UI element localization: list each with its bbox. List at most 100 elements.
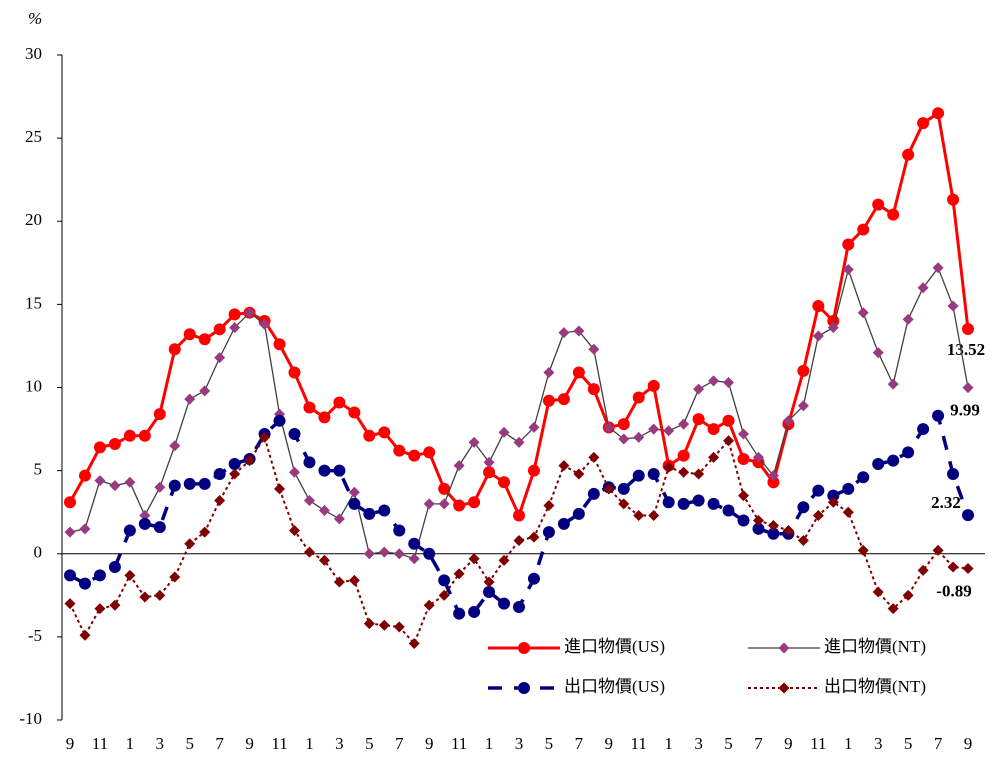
- x-tick-label: 3: [874, 734, 883, 753]
- marker: [723, 435, 735, 447]
- marker: [527, 464, 540, 477]
- marker: [363, 548, 375, 560]
- marker: [408, 449, 421, 462]
- x-tick-label: 5: [904, 734, 913, 753]
- marker: [348, 497, 361, 510]
- x-tick-label: 5: [545, 734, 554, 753]
- legend-item: 進口物價(US): [488, 637, 665, 656]
- marker: [288, 366, 301, 379]
- marker: [752, 522, 765, 535]
- x-tick-label: 7: [934, 734, 943, 753]
- marker: [273, 338, 286, 351]
- x-tick-label: 1: [126, 734, 135, 753]
- marker: [947, 300, 959, 312]
- x-tick-label: 3: [335, 734, 344, 753]
- marker: [198, 333, 211, 346]
- marker: [857, 223, 870, 236]
- marker: [678, 418, 690, 430]
- marker: [108, 438, 121, 451]
- marker: [168, 479, 181, 492]
- marker: [782, 524, 794, 536]
- marker: [348, 486, 360, 498]
- marker: [767, 476, 780, 489]
- marker: [303, 495, 315, 507]
- marker: [228, 457, 241, 470]
- value-label: 13.52: [947, 340, 985, 359]
- x-tick-label: 9: [605, 734, 614, 753]
- x-tick-label: 11: [810, 734, 826, 753]
- marker: [812, 484, 825, 497]
- marker: [842, 506, 854, 518]
- marker: [229, 322, 241, 334]
- marker: [64, 526, 76, 538]
- series: [64, 107, 974, 522]
- value-label: 9.99: [950, 401, 980, 420]
- marker: [737, 452, 750, 465]
- marker: [153, 521, 166, 534]
- marker: [543, 367, 555, 379]
- marker: [932, 409, 945, 422]
- marker: [393, 621, 405, 633]
- legend-label: 出口物價(US): [564, 677, 665, 696]
- marker: [528, 421, 540, 433]
- marker: [587, 487, 600, 500]
- marker: [572, 366, 585, 379]
- x-tick-label: 11: [631, 734, 647, 753]
- marker: [288, 428, 301, 441]
- marker: [857, 471, 870, 484]
- marker: [632, 391, 645, 404]
- marker: [797, 364, 810, 377]
- marker: [587, 383, 600, 396]
- legend-label: 進口物價(NT): [824, 637, 926, 656]
- x-tick-label: 3: [694, 734, 703, 753]
- marker: [902, 589, 914, 601]
- marker: [124, 476, 136, 488]
- marker: [303, 401, 316, 414]
- marker: [124, 569, 136, 581]
- marker: [708, 375, 720, 387]
- marker: [154, 589, 166, 601]
- x-tick-label: 7: [754, 734, 763, 753]
- marker: [169, 440, 181, 452]
- marker: [259, 431, 271, 443]
- marker: [617, 418, 630, 431]
- x-tick-label: 5: [185, 734, 194, 753]
- marker: [947, 193, 960, 206]
- marker: [229, 468, 241, 480]
- marker: [633, 510, 645, 522]
- marker: [468, 496, 481, 509]
- marker: [213, 323, 226, 336]
- x-tick-label: 1: [485, 734, 494, 753]
- marker: [423, 547, 436, 560]
- marker: [408, 537, 421, 550]
- marker: [648, 423, 660, 435]
- y-tick-label: 20: [25, 210, 42, 229]
- marker: [917, 282, 929, 294]
- marker: [348, 406, 361, 419]
- legend-marker: [518, 642, 530, 654]
- marker: [797, 534, 809, 546]
- marker: [917, 564, 929, 576]
- marker: [393, 548, 405, 560]
- marker: [887, 208, 900, 221]
- marker: [857, 307, 869, 319]
- marker: [423, 446, 436, 459]
- marker: [438, 589, 450, 601]
- marker: [483, 466, 496, 479]
- marker: [588, 343, 600, 355]
- marker: [318, 411, 331, 424]
- marker: [259, 318, 271, 330]
- marker: [738, 428, 749, 440]
- marker: [588, 451, 600, 463]
- marker: [872, 347, 884, 359]
- marker: [782, 415, 794, 427]
- marker: [139, 591, 151, 603]
- marker: [498, 554, 510, 566]
- marker: [378, 546, 390, 558]
- marker: [64, 598, 76, 610]
- marker: [78, 469, 91, 482]
- marker: [513, 509, 525, 522]
- series: [64, 262, 974, 565]
- marker: [542, 526, 555, 539]
- marker: [962, 563, 974, 575]
